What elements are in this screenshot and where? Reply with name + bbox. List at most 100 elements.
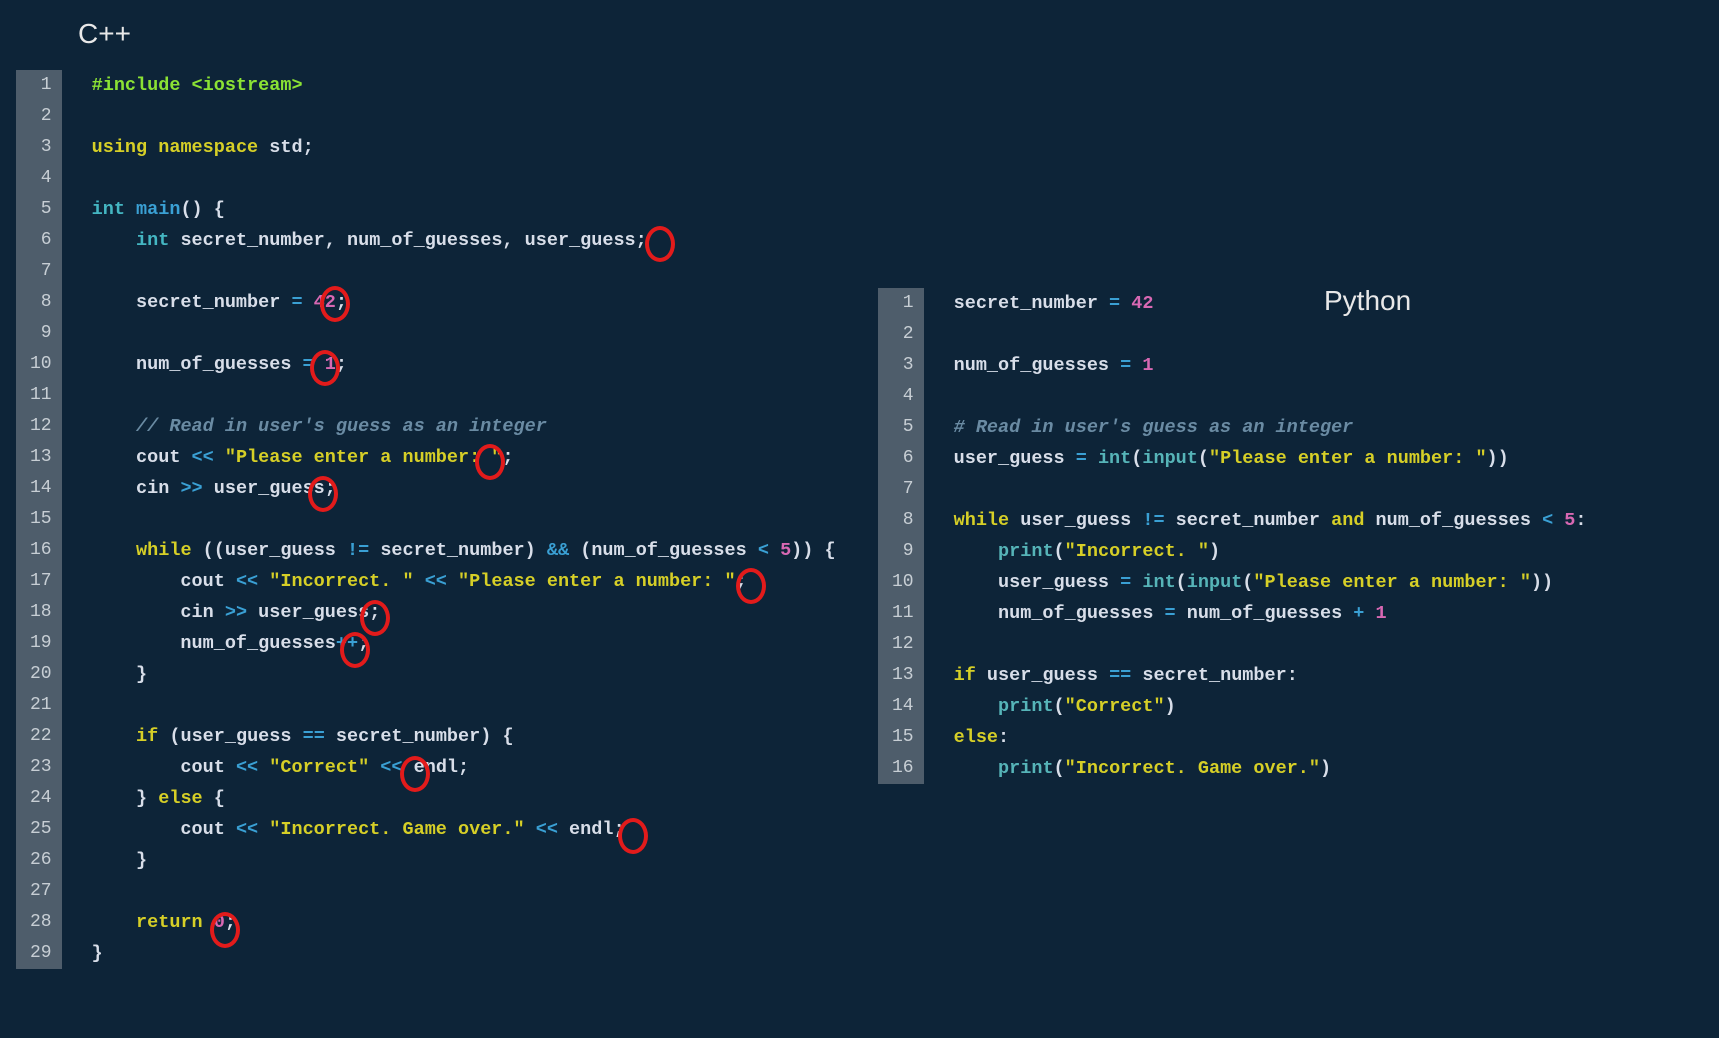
token-ident — [203, 788, 214, 809]
line-number: 4 — [878, 381, 924, 412]
python-code-block: 12345678910111213141516 secret_number = … — [878, 288, 1587, 784]
code-line: int secret_number, num_of_guesses, user_… — [92, 225, 836, 256]
code-line: } — [92, 938, 836, 969]
token-punc: ; — [613, 819, 624, 840]
token-num: 5 — [1564, 510, 1575, 531]
token-ident — [954, 758, 998, 779]
line-number: 8 — [16, 287, 62, 318]
token-ident: user_guess — [1009, 510, 1142, 531]
token-ident — [954, 696, 998, 717]
token-ident: cout — [92, 571, 236, 592]
token-ident: user_guess — [225, 540, 347, 561]
token-ident: user_guess — [247, 602, 369, 623]
token-ident — [1120, 293, 1131, 314]
token-string: "Incorrect. Game over." — [269, 819, 524, 840]
code-line — [92, 163, 836, 194]
line-number: 3 — [878, 350, 924, 381]
code-line: #include <iostream> — [92, 70, 836, 101]
line-number: 9 — [878, 536, 924, 567]
token-ident — [203, 912, 214, 933]
token-builtin: int — [1098, 448, 1131, 469]
token-op: = — [1076, 448, 1087, 469]
token-op: >> — [180, 478, 202, 499]
line-number: 14 — [878, 691, 924, 722]
token-ident: secret_number — [1165, 510, 1332, 531]
token-op: = — [1165, 603, 1176, 624]
code-line — [92, 380, 836, 411]
token-num: 1 — [325, 354, 336, 375]
token-ident: cin — [92, 602, 225, 623]
line-number: 5 — [878, 412, 924, 443]
line-number: 26 — [16, 845, 62, 876]
token-ident: std — [258, 137, 302, 158]
token-punc: ) { — [480, 726, 513, 747]
token-ident — [92, 788, 136, 809]
line-number: 14 — [16, 473, 62, 504]
code-line: cin >> user_guess; — [92, 597, 836, 628]
token-ident — [414, 571, 425, 592]
line-number: 16 — [878, 753, 924, 784]
token-ident: num_of_guesses — [1364, 510, 1542, 531]
token-punc: ; — [303, 137, 314, 158]
token-ident: num_of_guesses — [954, 355, 1121, 376]
token-op: < — [1542, 510, 1553, 531]
line-number: 10 — [16, 349, 62, 380]
token-ident — [369, 757, 380, 778]
line-number: 8 — [878, 505, 924, 536]
code-line: return 0; — [92, 907, 836, 938]
token-preproc: #include <iostream> — [92, 75, 303, 96]
line-number: 19 — [16, 628, 62, 659]
token-string: "Incorrect. Game over." — [1065, 758, 1320, 779]
token-ident: secret_number — [92, 292, 292, 313]
line-number: 9 — [16, 318, 62, 349]
token-builtin: int — [1142, 572, 1175, 593]
code-line: num_of_guesses = num_of_guesses + 1 — [954, 598, 1587, 629]
token-func: main — [136, 199, 180, 220]
token-num: 1 — [1376, 603, 1387, 624]
line-number: 2 — [16, 101, 62, 132]
token-ident: num_of_guesses — [336, 230, 503, 251]
token-ident — [214, 447, 225, 468]
token-punc: ; — [636, 230, 647, 251]
token-string: "Please enter a number: " — [1253, 572, 1531, 593]
python-code-area: secret_number = 42 num_of_guesses = 1 # Re… — [924, 288, 1587, 784]
token-ident: num_of_guesses — [1176, 603, 1354, 624]
cpp-heading: C++ — [78, 18, 131, 50]
line-number: 1 — [16, 70, 62, 101]
token-comment: # Read in user's guess as an integer — [954, 417, 1354, 438]
token-keyword: namespace — [158, 137, 258, 158]
token-op: == — [303, 726, 325, 747]
token-ident — [303, 292, 314, 313]
code-line: user_guess = int(input("Please enter a n… — [954, 567, 1587, 598]
token-op: >> — [225, 602, 247, 623]
token-punc: : — [998, 727, 1009, 748]
token-keyword: if — [954, 665, 976, 686]
token-ident — [1131, 572, 1142, 593]
line-number: 7 — [16, 256, 62, 287]
code-line: } — [92, 845, 836, 876]
token-num: 42 — [1131, 293, 1153, 314]
line-number: 17 — [16, 566, 62, 597]
token-ident: secret_number — [1131, 665, 1286, 686]
token-punc: { — [214, 788, 225, 809]
token-punc: ( — [1242, 572, 1253, 593]
token-ident — [769, 540, 780, 561]
token-punc: ; — [225, 912, 236, 933]
token-punc: } — [136, 850, 147, 871]
token-ident — [125, 199, 136, 220]
token-punc: ( — [1054, 541, 1065, 562]
code-line: cout << "Incorrect. Game over." << endl; — [92, 814, 836, 845]
token-ident — [447, 571, 458, 592]
token-type: int — [92, 199, 125, 220]
code-line: // Read in user's guess as an integer — [92, 411, 836, 442]
token-keyword: else — [954, 727, 998, 748]
token-op: << — [380, 757, 402, 778]
token-ident — [1087, 448, 1098, 469]
line-number: 10 — [878, 567, 924, 598]
code-line: int main() { — [92, 194, 836, 225]
token-punc: ( — [569, 540, 591, 561]
token-punc: ) — [1320, 758, 1331, 779]
token-op: == — [1109, 665, 1131, 686]
token-string: "Incorrect. " — [269, 571, 413, 592]
token-op: != — [347, 540, 369, 561]
